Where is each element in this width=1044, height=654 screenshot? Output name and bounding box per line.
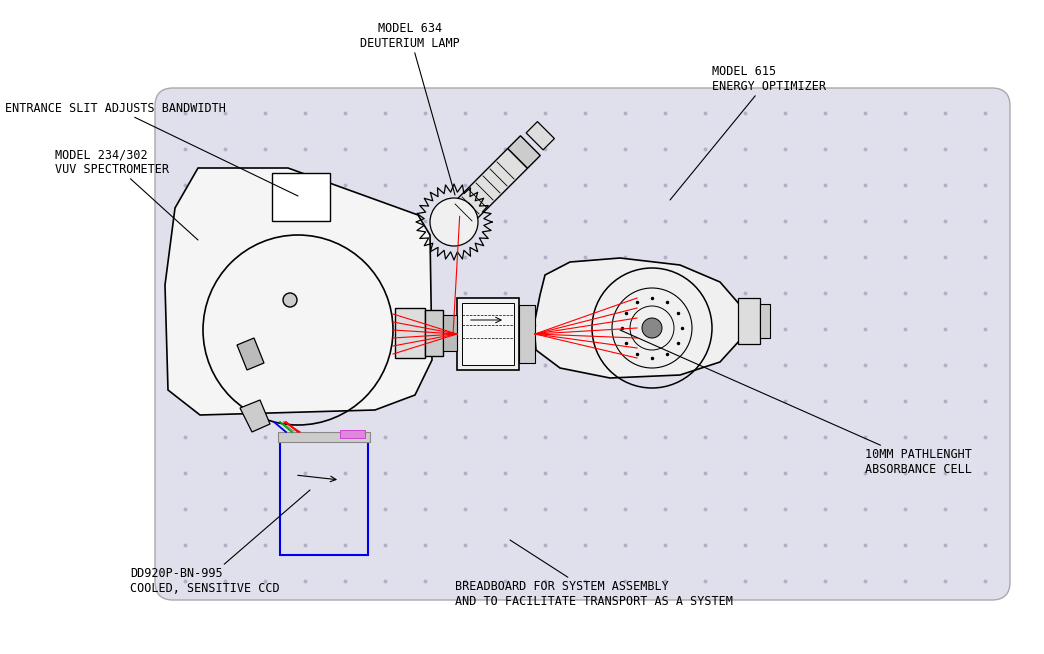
Polygon shape	[444, 148, 527, 232]
Text: MODEL 234/302
VUV SPECTROMETER: MODEL 234/302 VUV SPECTROMETER	[55, 148, 198, 240]
Text: MODEL 615
ENERGY OPTIMIZER: MODEL 615 ENERGY OPTIMIZER	[670, 65, 826, 200]
FancyBboxPatch shape	[155, 88, 1010, 600]
Polygon shape	[165, 168, 432, 415]
Text: MODEL 634
DEUTERIUM LAMP: MODEL 634 DEUTERIUM LAMP	[360, 22, 459, 195]
Bar	[278, 432, 370, 442]
Bar	[462, 303, 514, 365]
Bar	[760, 304, 770, 338]
Bar	[280, 435, 367, 555]
Bar	[340, 430, 365, 438]
Bar	[519, 305, 535, 363]
Polygon shape	[533, 258, 740, 378]
Bar	[457, 298, 519, 370]
Circle shape	[283, 293, 296, 307]
Text: BREADBOARD FOR SYSTEM ASSEMBLY
AND TO FACILITATE TRANSPORT AS A SYSTEM: BREADBOARD FOR SYSTEM ASSEMBLY AND TO FA…	[455, 540, 733, 608]
Polygon shape	[526, 122, 554, 150]
Text: ENTRANCE SLIT ADJUSTS BANDWIDTH: ENTRANCE SLIT ADJUSTS BANDWIDTH	[5, 101, 298, 196]
Bar	[272, 173, 330, 221]
Polygon shape	[507, 136, 540, 168]
Text: 10MM PATHLENGHT
ABSORBANCE CELL: 10MM PATHLENGHT ABSORBANCE CELL	[620, 330, 972, 476]
Bar	[738, 298, 760, 344]
Text: DD920P-BN-995
COOLED, SENSITIVE CCD: DD920P-BN-995 COOLED, SENSITIVE CCD	[130, 490, 310, 595]
Circle shape	[642, 318, 662, 338]
Polygon shape	[237, 338, 264, 370]
Polygon shape	[240, 400, 270, 432]
Bar	[395, 308, 425, 358]
Bar	[443, 315, 457, 351]
Circle shape	[430, 198, 478, 246]
Bar	[425, 310, 443, 356]
